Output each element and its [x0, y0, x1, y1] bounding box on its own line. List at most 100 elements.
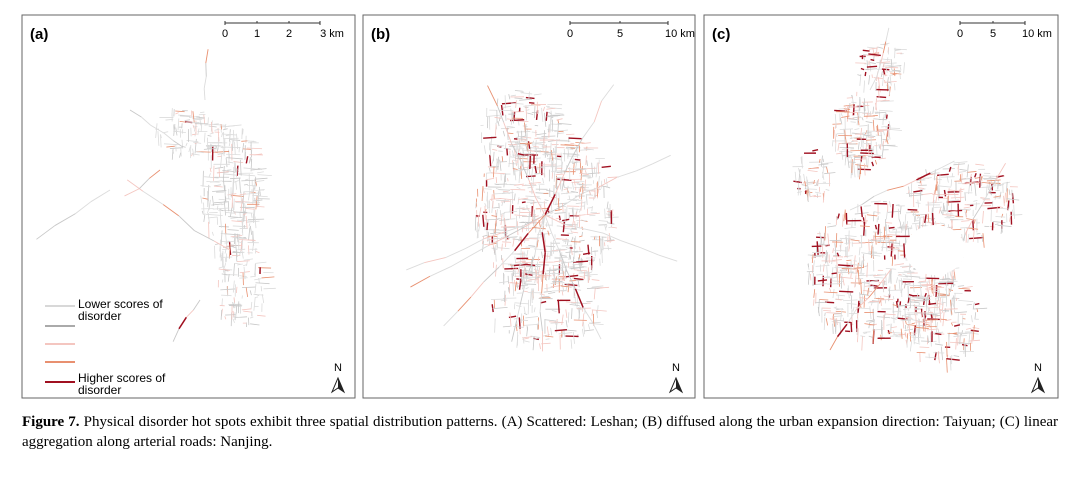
road — [912, 222, 921, 225]
road — [584, 273, 598, 276]
road — [492, 151, 495, 162]
road — [544, 272, 547, 281]
road — [556, 178, 572, 182]
road — [597, 176, 618, 189]
road — [927, 313, 940, 317]
road — [881, 281, 885, 293]
road — [219, 210, 222, 228]
road — [470, 281, 484, 298]
road — [497, 121, 500, 127]
road — [582, 307, 594, 324]
road — [972, 228, 975, 242]
road — [244, 203, 247, 214]
road — [579, 275, 585, 278]
road — [230, 207, 233, 217]
scale-bars — [224, 21, 1026, 25]
road — [576, 308, 583, 311]
road — [483, 145, 486, 154]
road — [525, 195, 540, 198]
road — [591, 279, 600, 281]
road — [502, 241, 512, 243]
road — [829, 336, 838, 351]
road — [926, 294, 930, 302]
road — [549, 267, 563, 270]
road — [179, 152, 182, 158]
road — [897, 317, 908, 320]
road — [854, 275, 857, 288]
road — [203, 114, 206, 124]
road — [522, 140, 527, 143]
road — [496, 98, 499, 106]
road — [997, 224, 1012, 228]
road — [949, 308, 952, 316]
road — [852, 104, 855, 116]
road — [917, 298, 931, 300]
road — [950, 196, 965, 199]
road — [885, 132, 888, 143]
road — [502, 130, 506, 137]
road — [253, 297, 256, 311]
road — [230, 139, 241, 141]
road — [917, 179, 926, 182]
road — [815, 301, 828, 304]
road — [233, 263, 235, 277]
road — [842, 299, 858, 302]
road — [861, 295, 864, 303]
road — [885, 67, 888, 73]
road — [854, 158, 867, 160]
road — [917, 213, 920, 220]
road — [546, 107, 556, 110]
road — [160, 134, 162, 148]
road — [534, 139, 537, 152]
road — [814, 184, 819, 186]
road — [486, 114, 501, 117]
road — [514, 97, 523, 100]
road — [938, 184, 940, 197]
road — [841, 148, 849, 150]
road — [889, 335, 898, 337]
road — [516, 186, 521, 190]
road — [483, 266, 500, 283]
road — [834, 114, 837, 128]
road — [905, 237, 907, 244]
road — [882, 74, 885, 87]
road — [527, 186, 534, 189]
road — [561, 259, 564, 275]
road — [429, 266, 451, 277]
road — [479, 207, 482, 216]
road — [574, 236, 577, 245]
road — [561, 314, 564, 326]
road — [538, 267, 540, 276]
road — [892, 295, 895, 300]
road — [148, 169, 161, 179]
road — [957, 285, 965, 287]
road — [562, 177, 565, 188]
road — [497, 145, 505, 147]
road — [491, 247, 498, 250]
road — [606, 201, 609, 210]
road — [953, 215, 958, 217]
road — [499, 197, 515, 201]
road — [582, 252, 591, 255]
road — [1013, 204, 1015, 219]
road — [512, 283, 515, 297]
road — [591, 309, 607, 312]
road — [838, 142, 852, 144]
road — [163, 143, 179, 146]
road — [871, 52, 880, 55]
road — [864, 323, 875, 326]
road — [833, 249, 847, 252]
road — [865, 148, 875, 151]
road — [581, 258, 583, 266]
road — [229, 244, 240, 247]
road — [973, 199, 978, 202]
road — [891, 203, 894, 218]
road — [990, 190, 992, 196]
road — [510, 119, 525, 122]
road — [232, 310, 235, 318]
road — [493, 166, 495, 178]
road — [243, 210, 246, 222]
road — [898, 273, 902, 276]
road — [574, 250, 584, 253]
road — [211, 231, 214, 236]
